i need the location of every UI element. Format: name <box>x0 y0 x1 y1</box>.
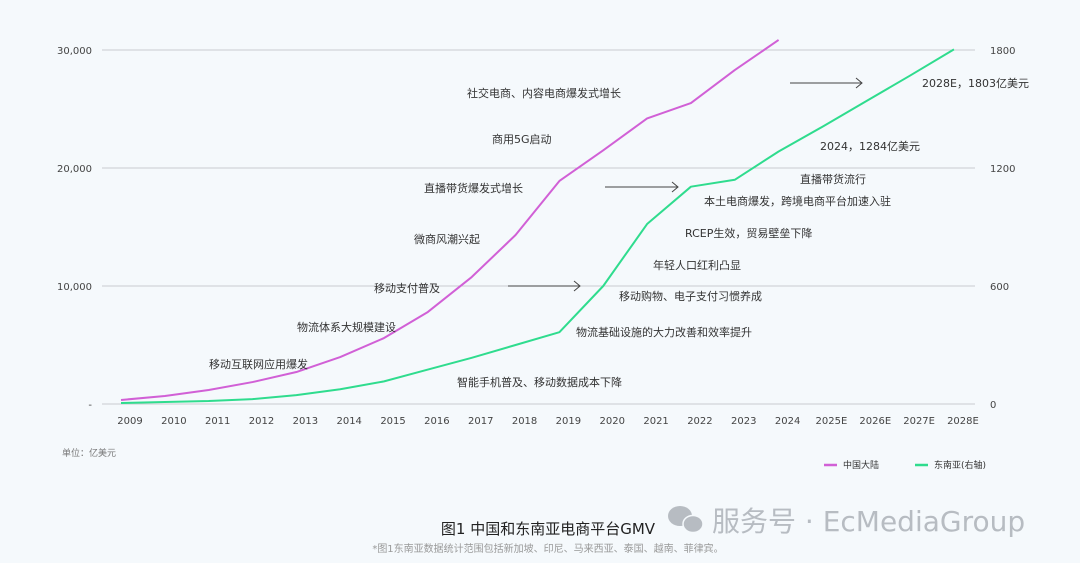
annotation-label: 移动购物、电子支付习惯养成 <box>619 289 762 303</box>
arrowhead-icon <box>573 280 581 292</box>
watermark-text: 服务号 · EcMediaGroup <box>712 505 1025 538</box>
x-tick-label: 2024 <box>775 416 800 427</box>
x-tick-label: 2023 <box>731 416 756 427</box>
gridlines <box>102 49 975 405</box>
x-tick-label: 2016 <box>424 416 449 427</box>
annotation-label: 商用5G启动 <box>492 132 552 146</box>
x-tick-label: 2027E <box>903 416 935 427</box>
x-tick-label: 2009 <box>117 416 142 427</box>
wechat-icon <box>668 506 704 534</box>
right-axis: 0 600 1200 1800 <box>990 46 1015 411</box>
left-tick-label: - <box>88 400 92 411</box>
arrowhead-icon <box>671 181 679 193</box>
x-tick-label: 2014 <box>336 416 361 427</box>
series-line-china <box>120 39 780 401</box>
x-tick-label: 2025E <box>816 416 848 427</box>
x-tick-label: 2028E <box>947 416 979 427</box>
annotation-label: 物流基础设施的大力改善和效率提升 <box>576 325 752 339</box>
x-tick-label: 2026E <box>859 416 891 427</box>
series-lines <box>120 39 955 405</box>
x-tick-label: 2018 <box>512 416 537 427</box>
left-tick-label: 30,000 <box>57 46 92 57</box>
watermark: 服务号 · EcMediaGroup <box>668 505 1025 538</box>
x-tick-label: 2020 <box>600 416 625 427</box>
annotation-label: 本土电商爆发，跨境电商平台加速入驻 <box>704 194 891 208</box>
annotation-label: 智能手机普及、移动数据成本下降 <box>457 375 622 389</box>
legend-label-sea: 东南亚(右轴) <box>934 459 986 471</box>
x-tick-label: 2021 <box>643 416 668 427</box>
right-tick-label: 1800 <box>990 46 1015 57</box>
legend: 中国大陆 东南亚(右轴) <box>824 459 986 471</box>
right-tick-label: 0 <box>990 400 996 411</box>
left-tick-label: 20,000 <box>57 164 92 175</box>
annotation-label: 直播带货流行 <box>800 172 866 186</box>
x-tick-label: 2011 <box>205 416 230 427</box>
chart-title: 图1 中国和东南亚电商平台GMV <box>441 520 656 538</box>
annotation-label: 社交电商、内容电商爆发式增长 <box>467 86 621 100</box>
annotation-label: RCEP生效，贸易壁垒下降 <box>685 226 812 240</box>
annotation-label: 直播带货爆发式增长 <box>424 181 523 195</box>
footnote: *图1东南亚数据统计范围包括新加坡、印尼、马来西亚、泰国、越南、菲律宾。 <box>372 542 723 555</box>
left-tick-label: 10,000 <box>57 282 92 293</box>
annotation-label: 微商风潮兴起 <box>414 232 480 246</box>
left-axis: - 10,000 20,000 30,000 <box>57 46 92 411</box>
annotation-label: 移动支付普及 <box>374 281 440 295</box>
x-tick-label: 2017 <box>468 416 493 427</box>
annotation-arrows <box>508 77 863 292</box>
x-axis: 2009 2010 2011 2012 2013 2014 2015 2016 2017 2018… <box>117 416 979 427</box>
annotation-label: 移动互联网应用爆发 <box>209 357 308 371</box>
annotations: 社交电商、内容电商爆发式增长商用5G启动直播带货爆发式增长微商风潮兴起移动支付普… <box>209 77 1029 389</box>
series-line-sea <box>120 48 955 405</box>
x-tick-label: 2013 <box>293 416 318 427</box>
right-tick-label: 1200 <box>990 164 1015 175</box>
annotation-label: 年轻人口红利凸显 <box>653 258 741 272</box>
x-tick-label: 2022 <box>687 416 712 427</box>
right-tick-label: 600 <box>990 282 1009 293</box>
annotation-label: 2028E，1803亿美元 <box>922 77 1029 90</box>
legend-label-china: 中国大陆 <box>843 459 879 471</box>
x-tick-label: 2019 <box>556 416 581 427</box>
x-tick-label: 2015 <box>380 416 405 427</box>
x-tick-label: 2012 <box>249 416 274 427</box>
annotation-label: 物流体系大规模建设 <box>297 320 396 334</box>
annotation-label: 2024，1284亿美元 <box>820 140 920 153</box>
arrowhead-icon <box>855 77 863 89</box>
unit-label: 单位：亿美元 <box>62 447 116 459</box>
x-tick-label: 2010 <box>161 416 186 427</box>
